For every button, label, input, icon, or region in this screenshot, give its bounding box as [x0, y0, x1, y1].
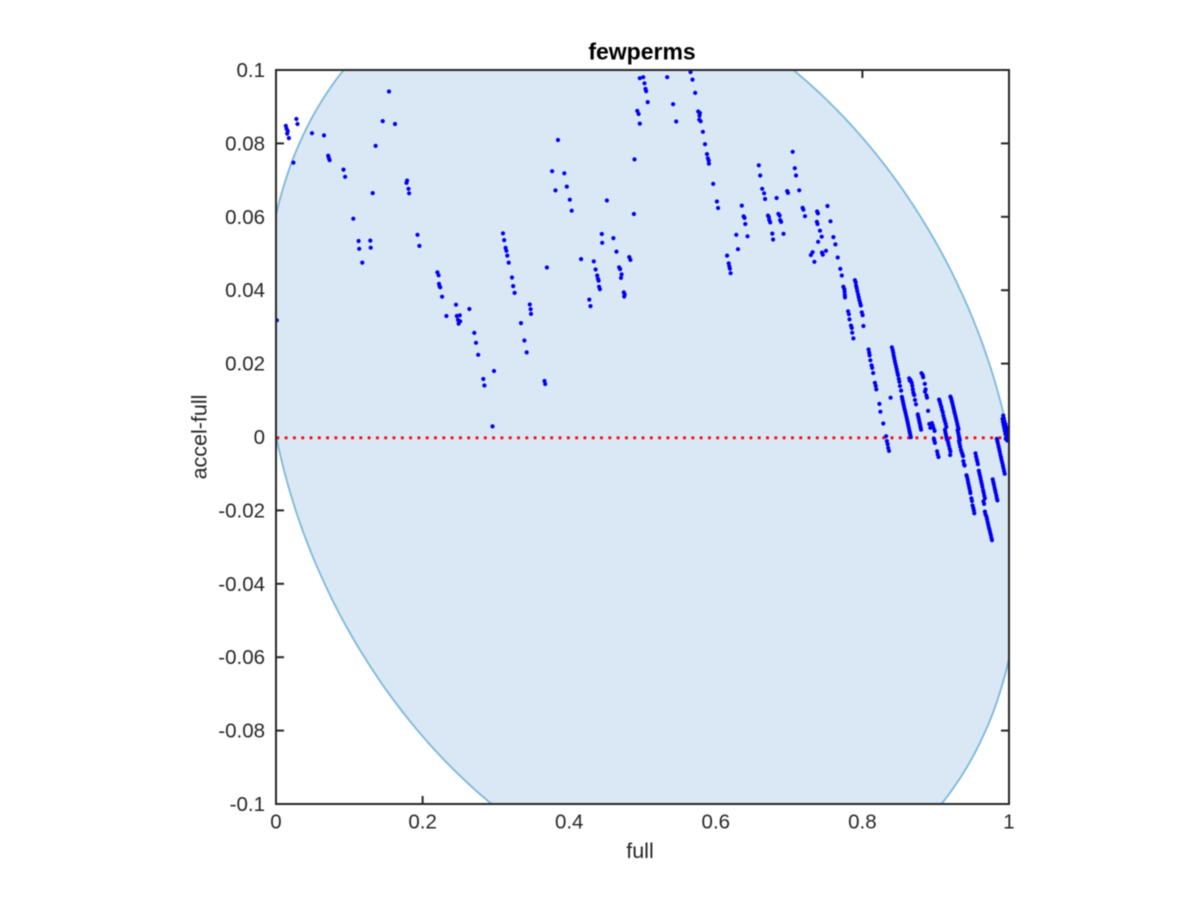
svg-text:-0.08: -0.08	[218, 720, 265, 743]
svg-text:0.02: 0.02	[225, 353, 265, 376]
svg-text:0.8: 0.8	[848, 811, 877, 834]
svg-text:accel-full: accel-full	[188, 395, 212, 480]
svg-text:-0.04: -0.04	[218, 573, 265, 596]
svg-text:-0.1: -0.1	[230, 793, 265, 816]
svg-text:0.4: 0.4	[555, 811, 584, 834]
svg-text:-0.06: -0.06	[218, 646, 265, 669]
svg-text:0.08: 0.08	[225, 132, 265, 155]
svg-text:1: 1	[1003, 811, 1014, 834]
svg-text:0.2: 0.2	[408, 811, 437, 834]
svg-text:full: full	[626, 839, 653, 863]
svg-text:-0.02: -0.02	[218, 499, 265, 522]
svg-text:0.04: 0.04	[225, 279, 265, 302]
svg-text:fewperms: fewperms	[588, 39, 695, 65]
svg-text:0: 0	[270, 811, 281, 834]
svg-text:0.06: 0.06	[225, 206, 265, 229]
svg-text:0: 0	[254, 426, 265, 449]
svg-text:0.1: 0.1	[237, 59, 266, 82]
svg-text:0.6: 0.6	[702, 811, 731, 834]
